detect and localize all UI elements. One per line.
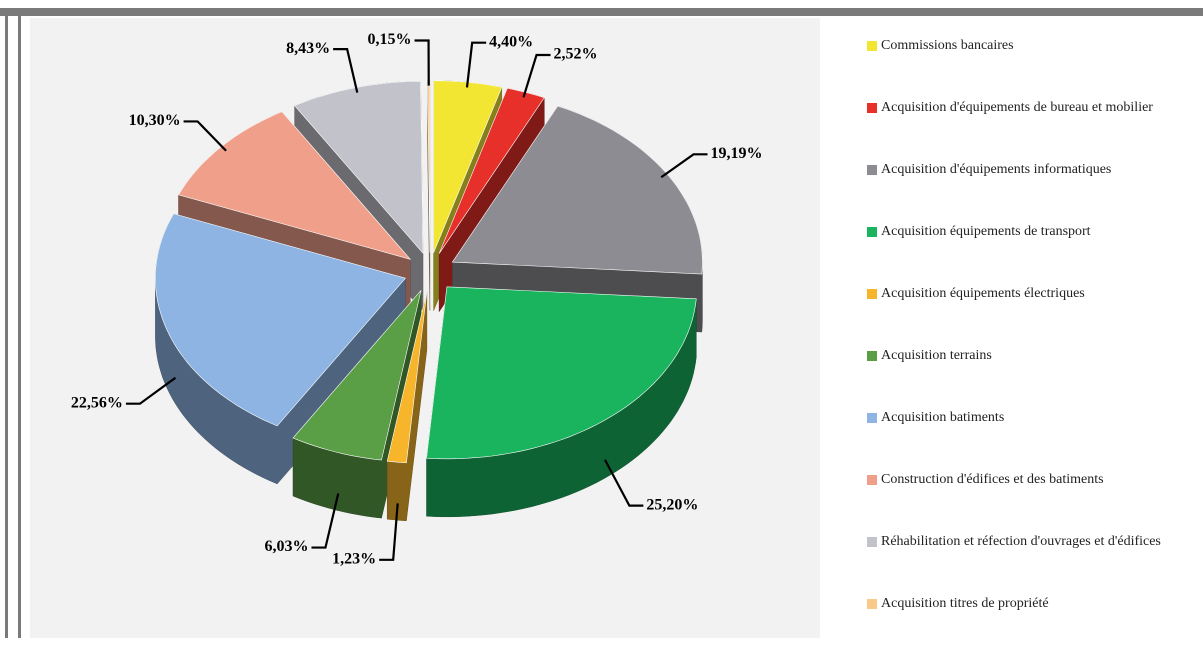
data-label: 4,40% (489, 33, 533, 50)
slice (451, 105, 703, 275)
leader-line (125, 376, 177, 405)
leader-line (660, 153, 708, 179)
leader-line (465, 41, 487, 88)
slice (155, 213, 406, 427)
data-label: 19,19% (711, 145, 763, 162)
leader-line (414, 39, 430, 86)
data-label: 0,15% (368, 31, 412, 48)
leader-line (603, 459, 644, 507)
data-label: 10,30% (129, 112, 181, 129)
data-label: 2,52% (554, 46, 598, 63)
legend-item: Acquisition d'équipements informatiques (865, 160, 1195, 222)
legend-swatch (867, 41, 877, 51)
slice (426, 286, 697, 460)
legend-item: Commissions bancaires (865, 36, 1195, 98)
page: 4,40% 2,52% 19,19% 25,20% 1,23% 6,03% 22,56% 10… (0, 0, 1203, 638)
legend-label: Acquisition équipements de transport (881, 224, 1091, 239)
legend-item: Acquisition batiments (865, 408, 1195, 470)
legend-swatch (867, 599, 877, 609)
slice (386, 291, 428, 464)
leader-line (183, 120, 227, 152)
legend-swatch (867, 475, 877, 485)
data-label: 8,43% (286, 40, 330, 57)
legend-label: Acquisition terrains (881, 348, 992, 363)
data-label: 6,03% (264, 538, 308, 555)
leader-line (311, 493, 340, 549)
legend: Commissions bancaires Acquisition d'équip… (865, 36, 1195, 656)
legend-label: Commissions bancaires (881, 38, 1014, 53)
legend-swatch (867, 103, 877, 113)
chart: 4,40% 2,52% 19,19% 25,20% 1,23% 6,03% 22,56% 10… (71, 31, 763, 567)
legend-swatch (867, 165, 877, 175)
leader-line (522, 53, 551, 98)
legend-item: Acquisition titres de propriété (865, 594, 1195, 656)
legend-label: Construction d'édifices et des batiments (881, 472, 1104, 487)
legend-swatch (867, 227, 877, 237)
legend-swatch (867, 289, 877, 299)
slice (178, 111, 412, 260)
data-label: 25,20% (646, 496, 698, 513)
legend-item: Acquisition équipements de transport (865, 222, 1195, 284)
legend-label: Acquisition titres de propriété (881, 596, 1049, 611)
legend-label: Acquisition d'équipements de bureau et m… (881, 100, 1153, 115)
legend-item: Construction d'édifices et des batiments (865, 470, 1195, 532)
legend-swatch (867, 351, 877, 361)
legend-item: Acquisition équipements électriques (865, 284, 1195, 346)
frame (5, 16, 8, 638)
legend-label: Acquisition équipements électriques (881, 286, 1085, 301)
legend-label: Réhabilitation et réfection d'ouvrages e… (881, 534, 1161, 549)
data-label: 22,56% (71, 394, 123, 411)
legend-swatch (867, 537, 877, 547)
legend-label: Acquisition batiments (881, 410, 1005, 425)
legend-label: Acquisition d'équipements informatiques (881, 162, 1112, 177)
leader-line (333, 48, 359, 93)
legend-item: Acquisition d'équipements de bureau et m… (865, 98, 1195, 160)
legend-item: Acquisition terrains (865, 346, 1195, 408)
data-label: 1,23% (332, 550, 376, 567)
leader-line (379, 503, 399, 561)
legend-swatch (867, 413, 877, 423)
frame (18, 16, 21, 638)
slice (292, 290, 422, 461)
legend-item: Réhabilitation et réfection d'ouvrages e… (865, 532, 1195, 594)
frame (0, 0, 1203, 16)
